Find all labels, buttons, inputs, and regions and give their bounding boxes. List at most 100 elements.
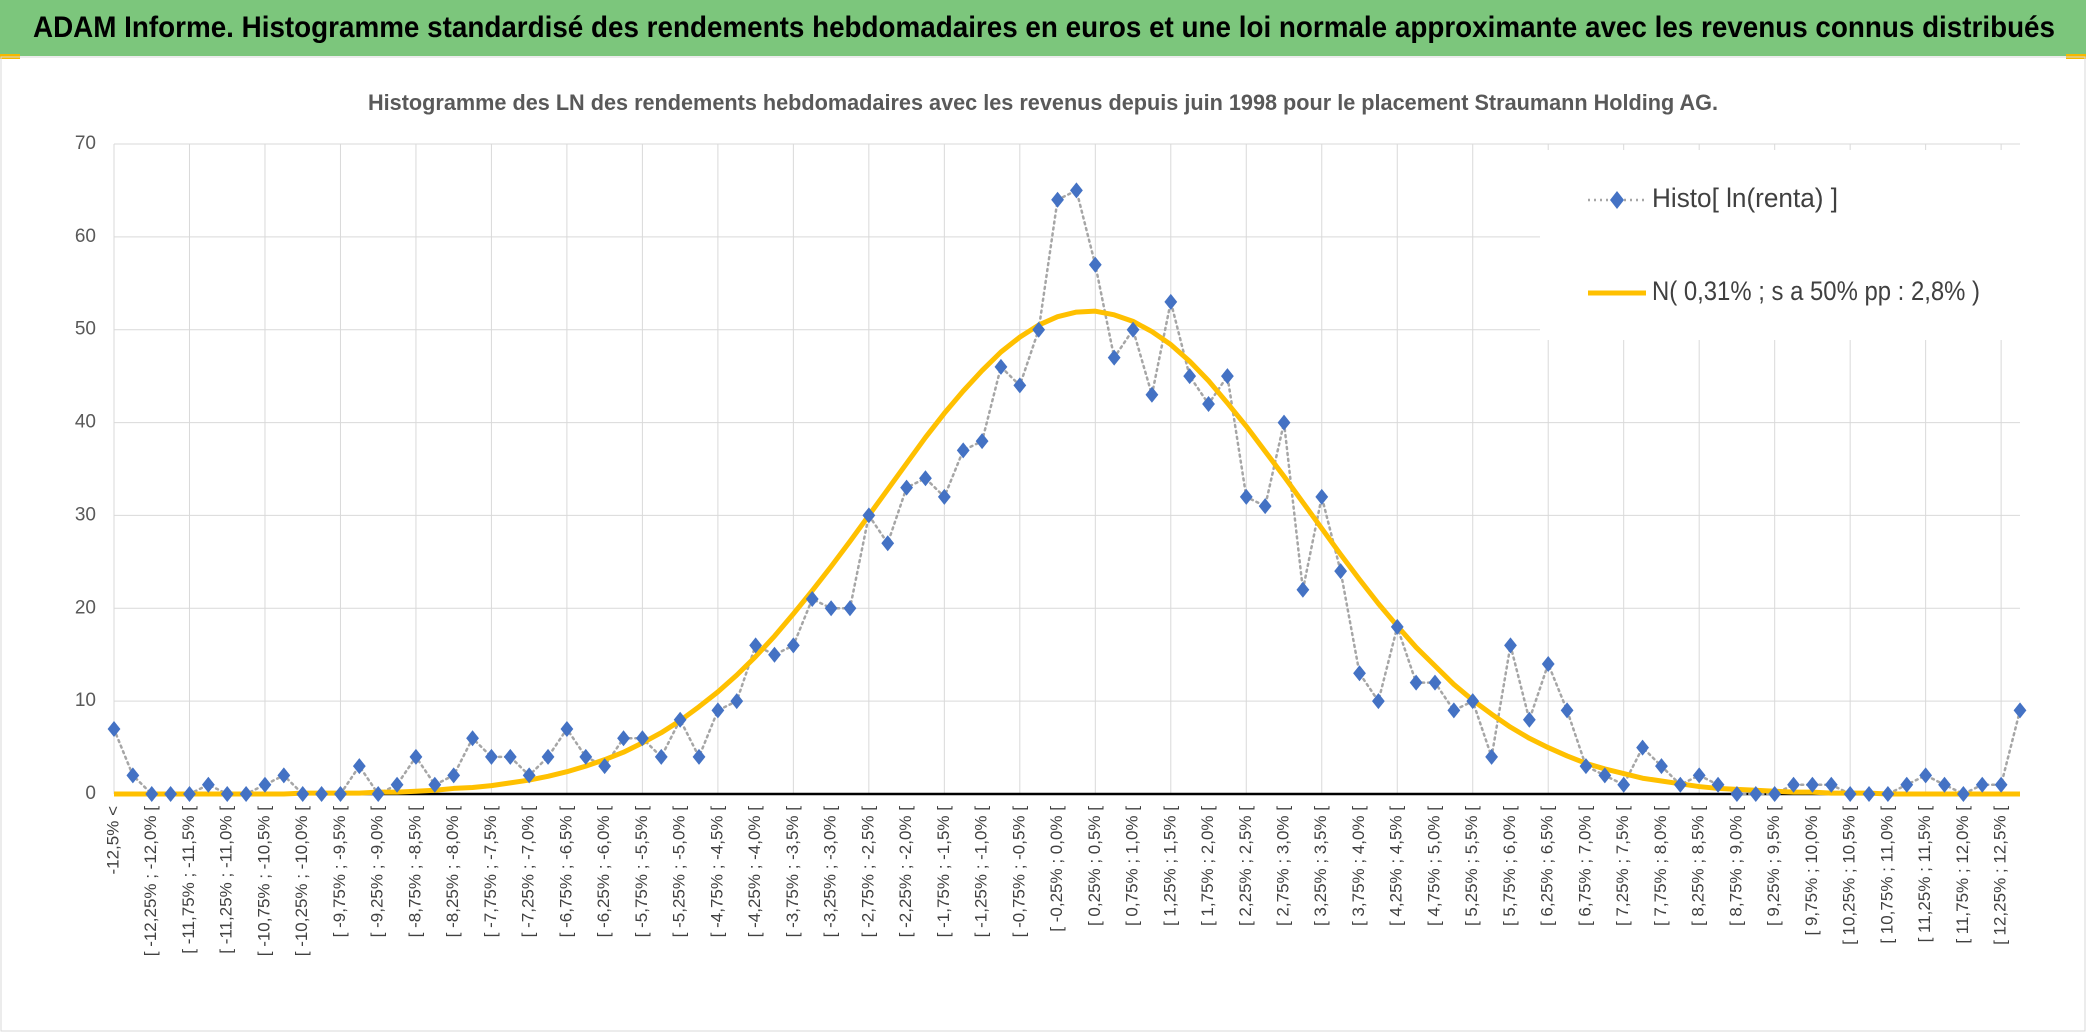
marker [635,730,649,747]
marker [201,776,215,793]
marker [1126,321,1140,338]
marker [1315,488,1329,505]
chart-title: Histogramme des LN des rendements hebdom… [368,90,1718,115]
x-tick-label: [ -12,25% ; -12,0% [ [141,806,160,957]
x-tick-label: [ -2,75% ; -2,5% [ [858,806,877,938]
marker [1956,786,1970,802]
x-tick-label: [ -9,25% ; -9,0% [ [368,806,387,938]
x-tick-label: [ -10,25% ; -10,0% [ [292,806,311,957]
x-tick-label: [ 3,75% ; 4,0% [ [1349,806,1368,926]
marker [1862,786,1876,802]
x-tick-label: [ -1,75% ; -1,5% [ [934,806,953,938]
x-tick-label: [ 2,25% ; 2,5% [ [1236,806,1255,926]
x-tick-label: [ 4,75% ; 5,0% [ [1424,806,1443,926]
x-tick-label: [ 8,75% ; 9,0% [ [1726,806,1745,926]
header-title: ADAM Informe. Histogramme standardisé de… [33,11,2055,44]
marker [466,730,479,747]
x-tick-label: [ -5,75% ; -5,5% [ [632,806,651,938]
marker [1617,776,1631,793]
header-band [0,0,2086,56]
x-tick-label: [ 11,25% ; 11,5% [ [1915,806,1934,943]
marker [1107,349,1121,366]
marker [1447,702,1461,719]
x-tick-label: [ -4,25% ; -4,0% [ [745,806,764,938]
marker [1692,767,1706,784]
x-tick-label: [ 0,75% ; 1,0% [ [1123,806,1142,926]
marker [673,711,687,728]
marker [1164,293,1178,310]
x-tick-label: [ 1,75% ; 2,0% [ [1198,806,1217,926]
x-tick-label: [ 7,75% ; 8,0% [ [1651,806,1670,926]
marker [1673,776,1687,793]
marker [183,786,196,802]
x-tick-label: [ -6,75% ; -6,5% [ [556,806,575,938]
x-tick-label: -12,5% < [103,806,122,875]
legend-label: N( 0,31% ; s a 50% pp : 2,8% ) [1652,276,1980,306]
marker [919,470,932,487]
marker [485,748,498,765]
x-tick-label: [ -4,75% ; -4,5% [ [707,806,726,938]
marker [956,442,970,459]
marker [277,767,291,784]
x-tick-label: [ -1,25% ; -1,0% [ [972,806,991,938]
marker [1334,563,1348,580]
marker [409,748,423,765]
marker [730,693,744,710]
x-tick-label: [ 7,25% ; 7,5% [ [1613,806,1632,926]
y-tick-label: 40 [75,412,96,433]
x-tick-label: [ -10,75% ; -10,5% [ [254,806,273,957]
marker [1787,776,1800,793]
marker [1806,776,1819,793]
marker [1353,665,1366,682]
marker [805,591,819,607]
y-tick-label: 20 [75,597,96,618]
marker [937,488,951,505]
x-tick-label: [ -7,25% ; -7,0% [ [519,806,538,938]
marker [1051,191,1064,208]
marker [428,776,442,793]
x-tick-label: [ -5,25% ; -5,0% [ [670,806,689,938]
marker [824,600,838,617]
marker [1730,786,1744,802]
marker [1938,776,1951,793]
marker [692,748,706,765]
marker [352,758,366,775]
marker [1655,758,1668,775]
marker [522,767,536,784]
marker [1466,693,1480,710]
marker [1296,581,1310,598]
marker [1070,182,1083,199]
marker [107,721,121,737]
x-tick-label: [ 11,75% ; 12,0% [ [1953,806,1972,944]
x-tick-label: [ -6,25% ; -6,0% [ [594,806,613,938]
marker [1371,693,1385,710]
x-tick-label: [ -9,75% ; -9,5% [ [330,806,349,938]
x-tick-label: [ 5,25% ; 5,5% [ [1462,806,1481,926]
marker [315,786,328,802]
marker [881,535,895,552]
marker [1522,711,1536,728]
legend-marker [1610,191,1624,209]
marker [503,748,517,765]
legend-label: Histo[ ln(renta) ] [1652,183,1838,213]
marker [1504,637,1517,654]
x-tick-label: [ 8,25% ; 8,5% [ [1689,806,1708,926]
marker [164,786,178,802]
marker [1485,748,1499,765]
x-tick-label: [ -11,75% ; -11,5% [ [179,806,198,954]
x-tick-label: [ 9,25% ; 9,5% [ [1764,806,1783,926]
marker [1881,786,1895,802]
marker [1768,786,1782,802]
x-tick-label: [ 2,75% ; 3,0% [ [1274,806,1293,926]
x-tick-label: [ 6,25% ; 6,5% [ [1538,806,1557,926]
marker [1636,739,1649,756]
marker [862,507,876,524]
marker [1711,776,1725,793]
x-tick-label: [ -0,75% ; -0,5% [ [1009,806,1028,938]
marker [749,637,763,654]
marker [1409,674,1423,691]
marker [1900,776,1914,793]
y-tick-label: 50 [75,319,96,340]
marker [1428,674,1442,691]
marker [145,786,159,802]
